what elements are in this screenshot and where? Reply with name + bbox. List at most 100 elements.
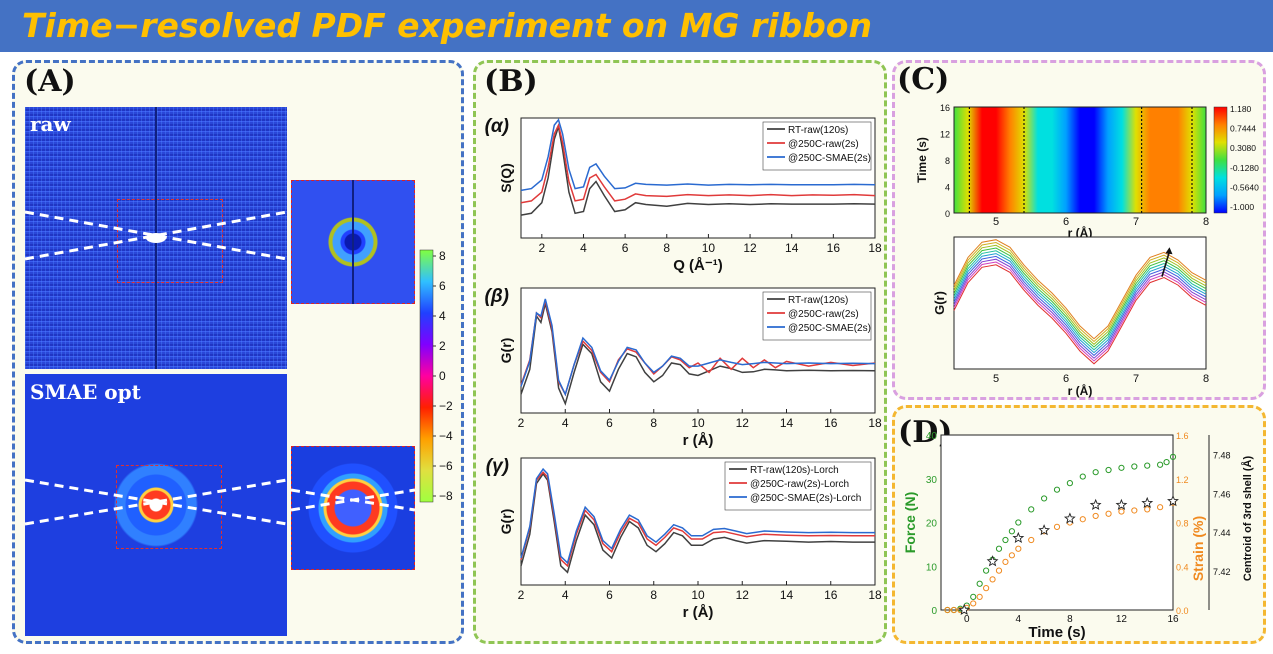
- gr-line-9: [953, 239, 1207, 340]
- legend-entry-1: @250C-raw(2s): [788, 139, 859, 150]
- x-tick-label: 14: [785, 241, 799, 255]
- gr-line-8: [953, 241, 1207, 343]
- force-point: [1002, 536, 1009, 544]
- strain-point: [970, 600, 977, 607]
- x-tick-label: 2: [518, 416, 525, 430]
- force-tick-label: 30: [926, 475, 938, 486]
- x-tick-label: 8: [650, 588, 657, 602]
- x-tick-label: 5: [993, 373, 999, 385]
- legend-entry-2: @250C-SMAE(2s): [788, 323, 871, 334]
- force-point: [1028, 506, 1035, 513]
- force-point: [1157, 461, 1164, 468]
- colorbar-tick-label: −8: [439, 489, 453, 503]
- smae-zoom-box: [116, 465, 222, 549]
- x-tick-label: 10: [691, 588, 705, 602]
- force-point: [1053, 486, 1061, 493]
- x-tick-label: 8: [1203, 216, 1209, 228]
- panel-b-charts: 2 4 6 8 10 12 14 16 18 Q (Å⁻¹) S(Q) (α) RT-raw(120s)…: [485, 116, 882, 621]
- strain-point: [983, 585, 990, 592]
- gr-line-6: [953, 247, 1207, 348]
- legend-entry-2: @250C-SMAE(2s): [788, 153, 871, 164]
- x-tick-label: 6: [606, 416, 613, 430]
- x-tick-label: 0: [964, 614, 970, 625]
- force-point: [1079, 473, 1086, 480]
- strain-point: [1092, 512, 1099, 520]
- x-tick-label: 12: [1116, 614, 1128, 625]
- subplot-label: (α): [485, 116, 509, 137]
- force-point: [1169, 453, 1177, 460]
- x-tick-label: 16: [827, 241, 841, 255]
- centroid-point: [1089, 498, 1102, 510]
- gr-line-4: [953, 253, 1207, 354]
- x-tick-label: 12: [743, 241, 757, 255]
- colorbar-rect: [1213, 106, 1228, 214]
- x-tick-label: 5: [993, 216, 999, 228]
- force-tick-label: 0: [931, 606, 937, 617]
- force-tick-label: 10: [926, 562, 938, 573]
- strain-point: [1131, 507, 1138, 514]
- force-point: [1105, 466, 1112, 474]
- subplot-label: (γ): [486, 456, 509, 477]
- legend-entry-2: @250C-SMAE(2s)-Lorch: [750, 493, 861, 504]
- x-axis-label: r (Å): [683, 604, 714, 621]
- centroid-axis-label: Centroid of 3rd shell (Å): [1241, 456, 1254, 582]
- panel-c-label: (C): [897, 62, 950, 97]
- panel-b-label: (B): [484, 64, 538, 99]
- shift-arrow-head: [1165, 247, 1173, 255]
- legend-entry-1: @250C-raw(2s): [788, 309, 859, 320]
- x-tick-label: 8: [1067, 614, 1073, 625]
- force-tick-label: 40: [926, 431, 938, 442]
- chart-B-gamma: 2 4 6 8 10 12 14 16 18 r (Å) G(r) (γ) RT-raw(120s)-L…: [486, 456, 882, 621]
- x-tick-label: 12: [736, 588, 750, 602]
- x-axis-label: r (Å): [1068, 383, 1093, 398]
- force-point: [1008, 528, 1015, 535]
- x-tick-label: 10: [691, 416, 705, 430]
- x-tick-label: 6: [1063, 216, 1069, 228]
- force-point: [1041, 495, 1048, 502]
- gr-line-1: [953, 261, 1207, 362]
- centroid-point: [1115, 498, 1128, 510]
- strain-point: [944, 606, 951, 614]
- x-tick-label: 2: [538, 241, 545, 255]
- x-tick-label: 18: [868, 241, 882, 255]
- strain-point: [1028, 536, 1035, 544]
- smae-label: SMAE opt: [30, 380, 141, 404]
- x-axis-label: r (Å): [683, 432, 714, 449]
- x-tick-label: 4: [562, 588, 569, 602]
- force-tick-label: 20: [926, 519, 938, 530]
- centroid-tick-label: 7.48: [1213, 450, 1231, 460]
- raw-label: raw: [30, 112, 71, 136]
- colorbar-tick-label: -0.5640: [1230, 182, 1259, 192]
- centroid-tick-label: 7.46: [1213, 489, 1231, 499]
- legend-box: [762, 291, 872, 341]
- colorbar-tick-label: 0.7444: [1230, 124, 1256, 134]
- colorbar-tick-label: 2: [439, 339, 446, 353]
- force-point: [976, 580, 983, 587]
- x-tick-label: 6: [622, 241, 629, 255]
- x-tick-label: 12: [736, 416, 750, 430]
- smae-detector-image: [25, 374, 287, 636]
- centroid-tick-label: 7.44: [1213, 528, 1231, 538]
- strain-point: [1079, 516, 1086, 523]
- series-line-2: [520, 118, 876, 192]
- strain-tick-label: 0.8: [1176, 519, 1189, 529]
- strain-point: [1144, 506, 1151, 513]
- colorbar-tick-label: 0.3080: [1230, 143, 1256, 153]
- strain-tick-label: 0.0: [1176, 606, 1189, 616]
- strain-point: [1002, 558, 1009, 565]
- colorbar-tick-label: 8: [439, 249, 446, 263]
- x-tick-label: 14: [780, 588, 794, 602]
- strain-tick-label: 0.4: [1176, 562, 1189, 572]
- panel-a-label: (A): [24, 64, 76, 99]
- series-line-0: [520, 126, 876, 216]
- force-point: [1118, 464, 1125, 471]
- strain-tick-label: 1.2: [1176, 475, 1189, 485]
- colorbar-tick-label: 4: [439, 309, 446, 323]
- x-tick-label: 16: [824, 588, 838, 602]
- y-tick-label: 8: [945, 156, 950, 166]
- x-tick-label: 4: [580, 241, 587, 255]
- colorbar-tick-label: 1.180: [1230, 104, 1252, 114]
- y-axis-label: S(Q): [498, 163, 514, 193]
- x-tick-label: 7: [1133, 373, 1139, 385]
- y-axis-label: G(r): [498, 509, 514, 535]
